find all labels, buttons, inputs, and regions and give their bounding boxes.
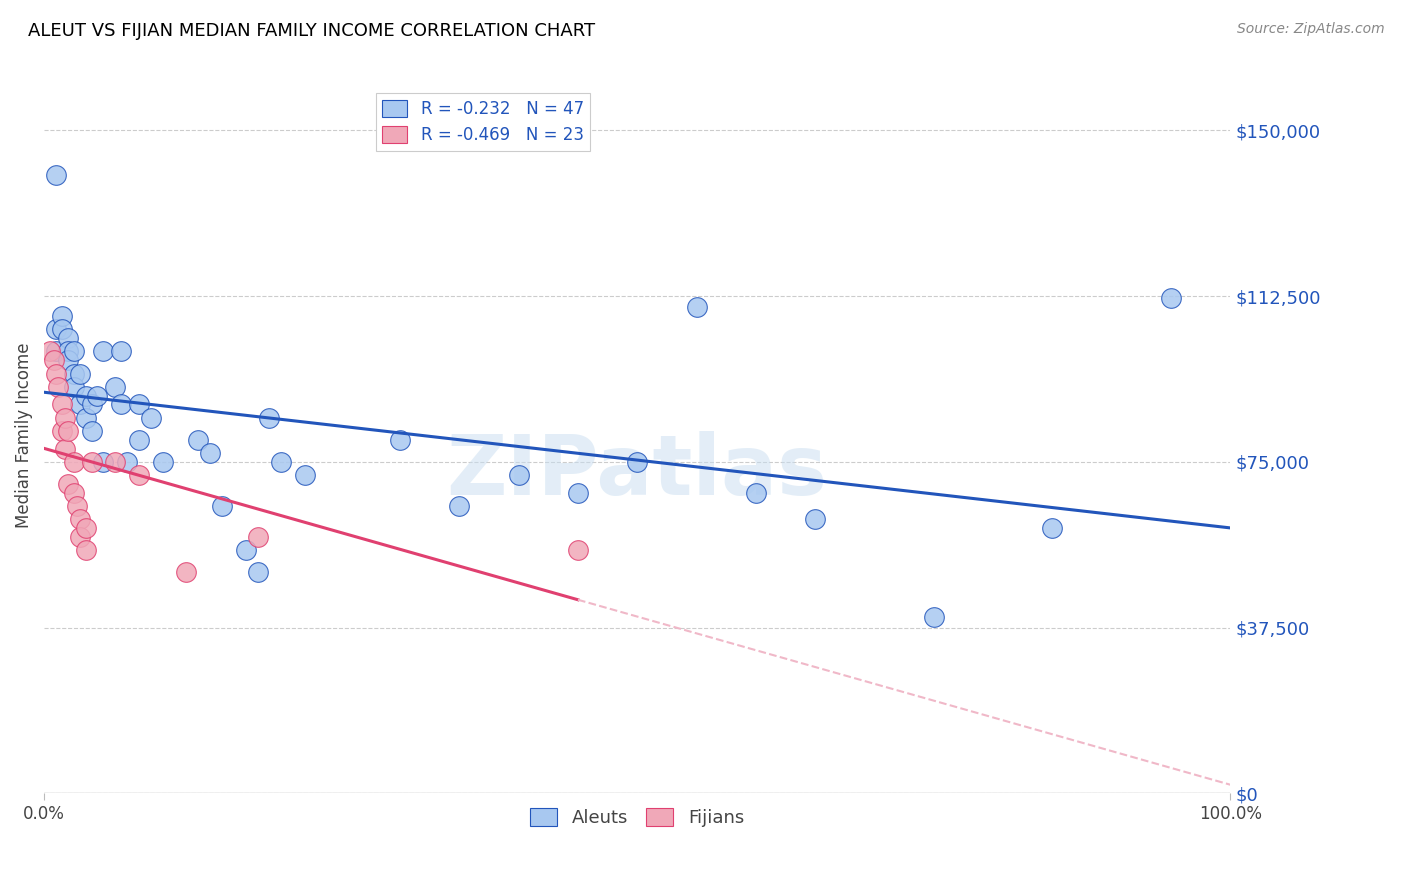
Text: ZIPatlas: ZIPatlas — [447, 431, 828, 512]
Point — [55, 442, 77, 456]
Point — [1042, 521, 1064, 535]
Point — [62, 380, 84, 394]
Point — [69, 397, 91, 411]
Point — [55, 410, 77, 425]
Point — [110, 397, 132, 411]
Point — [259, 410, 281, 425]
Point — [93, 455, 115, 469]
Point — [46, 380, 69, 394]
Point — [80, 424, 103, 438]
Point — [51, 424, 73, 438]
Point — [80, 397, 103, 411]
Point — [75, 410, 97, 425]
Point — [42, 353, 65, 368]
Point — [45, 367, 67, 381]
Point — [567, 543, 589, 558]
Point — [56, 353, 79, 368]
Legend: Aleuts, Fijians: Aleuts, Fijians — [523, 801, 751, 834]
Point — [246, 530, 269, 544]
Point — [45, 322, 67, 336]
Point — [449, 499, 471, 513]
Point — [45, 344, 67, 359]
Point — [198, 446, 221, 460]
Point — [187, 433, 209, 447]
Point — [804, 512, 827, 526]
Point — [508, 468, 530, 483]
Point — [922, 609, 945, 624]
Point — [62, 344, 84, 359]
Point — [128, 433, 150, 447]
Point — [69, 367, 91, 381]
Point — [75, 521, 97, 535]
Point — [66, 499, 89, 513]
Point — [62, 486, 84, 500]
Text: Source: ZipAtlas.com: Source: ZipAtlas.com — [1237, 22, 1385, 37]
Text: ALEUT VS FIJIAN MEDIAN FAMILY INCOME CORRELATION CHART: ALEUT VS FIJIAN MEDIAN FAMILY INCOME COR… — [28, 22, 595, 40]
Point — [56, 424, 79, 438]
Point — [93, 344, 115, 359]
Point — [685, 300, 707, 314]
Point — [39, 344, 62, 359]
Point — [1160, 292, 1182, 306]
Point — [246, 566, 269, 580]
Point — [745, 486, 768, 500]
Point — [56, 331, 79, 345]
Point — [45, 168, 67, 182]
Point — [128, 397, 150, 411]
Point — [75, 543, 97, 558]
Point — [139, 410, 162, 425]
Point — [626, 455, 648, 469]
Point — [69, 530, 91, 544]
Point — [80, 455, 103, 469]
Y-axis label: Median Family Income: Median Family Income — [15, 343, 32, 528]
Point — [176, 566, 198, 580]
Point — [69, 512, 91, 526]
Point — [51, 309, 73, 323]
Point — [62, 455, 84, 469]
Point — [51, 322, 73, 336]
Point — [75, 389, 97, 403]
Point — [152, 455, 174, 469]
Point — [86, 389, 108, 403]
Point — [110, 344, 132, 359]
Point — [270, 455, 292, 469]
Point — [51, 397, 73, 411]
Point — [115, 455, 138, 469]
Point — [104, 380, 127, 394]
Point — [128, 468, 150, 483]
Point — [567, 486, 589, 500]
Point — [104, 455, 127, 469]
Point — [56, 477, 79, 491]
Point — [211, 499, 233, 513]
Point — [235, 543, 257, 558]
Point — [56, 344, 79, 359]
Point — [62, 367, 84, 381]
Point — [294, 468, 316, 483]
Point — [388, 433, 411, 447]
